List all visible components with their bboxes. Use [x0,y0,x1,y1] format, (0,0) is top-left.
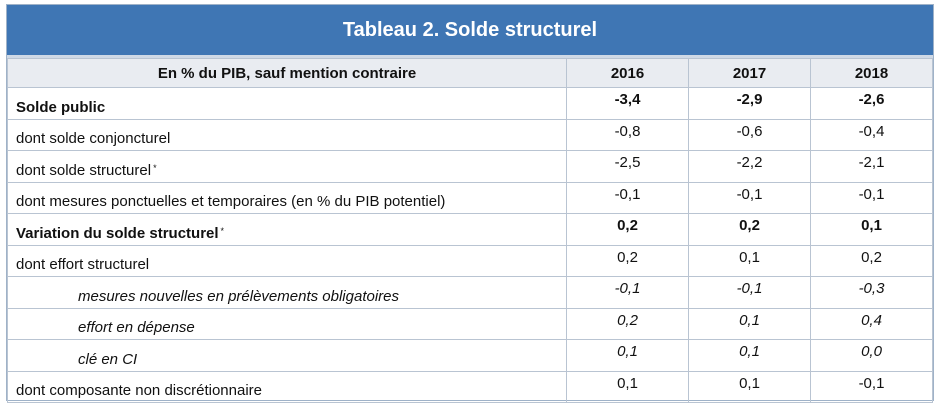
value-cell: -2,2 [688,150,811,183]
value-cell: -0,3 [810,276,933,309]
value-cell: 0,1 [688,244,811,277]
table-row: dont effort structurel 0,2 0,1 0,2 [7,244,933,277]
table-row: mesures nouvelles en prélèvements obliga… [7,276,933,309]
table-body: Solde public -3,4 -2,9 -2,6 dont solde conjo… [7,87,933,403]
table-row: dont mesures ponctuelles et temporaires … [7,181,933,214]
value-cell: -0,1 [566,181,689,214]
value-cell: -0,6 [688,118,811,151]
value-cell: 0,2 [566,307,689,340]
value-cell: -2,1 [810,150,933,183]
table-frame: Tableau 2. Solde structurel En % du PIB,… [6,4,934,403]
value-cell: -2,5 [566,150,689,183]
value-cell: 0,1 [688,339,811,372]
footnote-marker: * [153,162,157,173]
row-label-cell: dont composante non discrétionnaire [7,370,567,403]
table-row: effort en dépense 0,2 0,1 0,4 [7,307,933,340]
row-label: clé en CI [78,350,138,368]
row-label-cell: mesures nouvelles en prélèvements obliga… [7,276,567,309]
table-title-bar: Tableau 2. Solde structurel [7,5,933,58]
table-row: dont solde structurel * -2,5 -2,2 -2,1 [7,150,933,183]
value-cell: 0,0 [810,339,933,372]
row-label: dont effort structurel [16,256,150,273]
value-cell: -2,6 [810,87,933,120]
header-year: 2016 [566,58,689,88]
value-cell: 0,1 [688,370,811,403]
value-cell: 0,2 [566,213,689,246]
value-cell: -0,1 [566,276,689,309]
row-label: mesures nouvelles en prélèvements obliga… [78,287,400,305]
row-label-cell: dont solde conjoncturel [7,118,567,151]
row-label: Solde public [16,98,106,116]
row-label-cell: clé en CI [7,339,567,372]
row-label-cell: dont solde structurel * [7,150,567,183]
value-cell: -3,4 [566,87,689,120]
data-table: En % du PIB, sauf mention contraire 2016… [7,58,933,403]
value-cell: -0,1 [810,370,933,403]
row-label-cell: dont effort structurel [7,244,567,277]
row-label-cell: dont mesures ponctuelles et temporaires … [7,181,567,214]
value-cell: -2,9 [688,87,811,120]
value-cell: 0,1 [566,339,689,372]
value-cell: -0,1 [810,181,933,214]
footnote-marker: * [220,225,225,236]
table-row: clé en CI 0,1 0,1 0,0 [7,339,933,372]
row-label: dont solde structurel [16,161,152,179]
header-label: En % du PIB, sauf mention contraire [7,58,567,88]
value-cell: 0,1 [688,307,811,340]
table-row: Variation du solde structurel * 0,2 0,2 0,1 [7,213,933,246]
row-label: dont mesures ponctuelles et temporaires … [16,193,446,210]
value-cell: 0,2 [566,244,689,277]
value-cell: 0,2 [810,244,933,277]
row-label: Variation du solde structurel [16,224,219,242]
value-cell: -0,8 [566,118,689,151]
value-cell: 0,4 [810,307,933,340]
value-cell: 0,1 [566,370,689,403]
header-year: 2017 [688,58,811,88]
row-label: dont composante non discrétionnaire [16,382,262,399]
row-label-cell: Solde public [7,87,567,120]
value-cell: 0,2 [688,213,811,246]
table-row: Solde public -3,4 -2,9 -2,6 [7,87,933,120]
value-cell: -0,4 [810,118,933,151]
header-row: En % du PIB, sauf mention contraire 2016… [7,58,933,88]
table-row: dont composante non discrétionnaire 0,1 0,… [7,370,933,403]
row-label-cell: effort en dépense [7,307,567,340]
value-cell: 0,1 [810,213,933,246]
row-label-cell: Variation du solde structurel * [7,213,567,246]
table-title: Tableau 2. Solde structurel [342,18,598,41]
table-row: dont solde conjoncturel -0,8 -0,6 -0,4 [7,118,933,151]
row-label: dont solde conjoncturel [16,130,171,147]
row-label: effort en dépense [78,319,195,336]
value-cell: -0,1 [688,276,811,309]
header-year: 2018 [810,58,933,88]
value-cell: -0,1 [688,181,811,214]
